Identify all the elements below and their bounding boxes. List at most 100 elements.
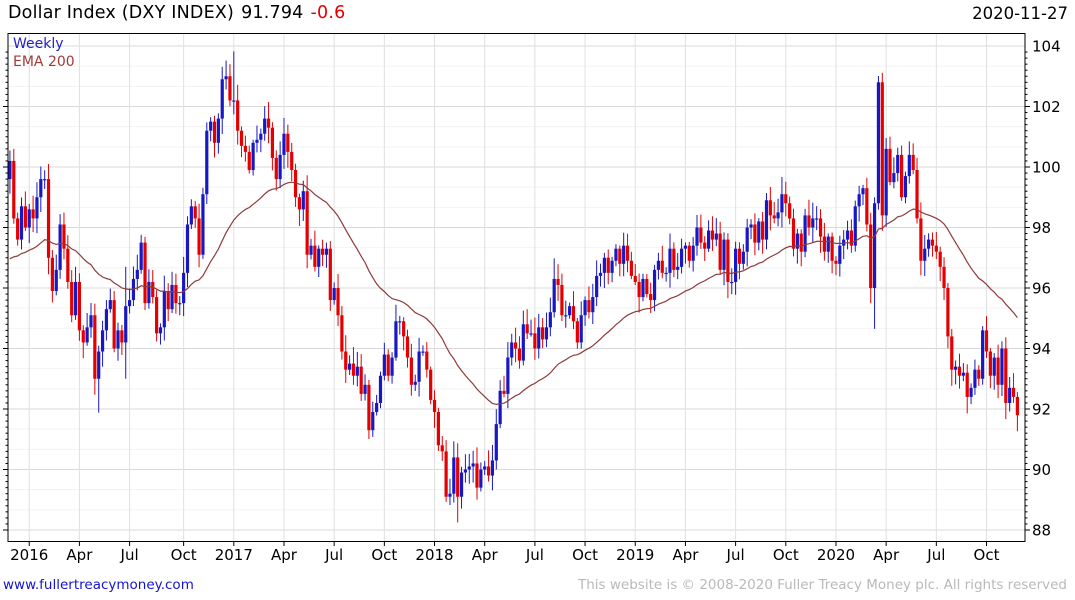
candle-body	[830, 236, 834, 261]
website-link[interactable]: www.fullertreacymoney.com	[3, 577, 194, 593]
candle-body	[826, 236, 830, 252]
candle-down	[212, 115, 217, 158]
candle-body	[552, 278, 556, 313]
candle-body	[869, 224, 873, 288]
candle-body	[263, 118, 267, 134]
candle-body	[691, 245, 695, 261]
candle-body	[43, 179, 47, 181]
candle-down	[120, 324, 124, 355]
candle-body	[533, 333, 537, 349]
candle-body	[436, 412, 440, 446]
candle-up	[201, 187, 205, 259]
candle-up	[730, 268, 734, 295]
candle-down	[239, 126, 244, 158]
candle-body	[486, 466, 491, 476]
candle-up	[548, 297, 552, 337]
candle-body	[517, 348, 522, 361]
x-axis-label: Jul	[324, 546, 343, 564]
candle-body	[734, 248, 738, 282]
candle-down	[768, 186, 772, 231]
candle-body	[35, 197, 39, 219]
ema-line	[9, 181, 1018, 406]
candle-down	[737, 242, 742, 280]
candle-body	[568, 306, 572, 316]
candle-down	[571, 291, 576, 330]
candle-down	[305, 175, 309, 269]
candle-up	[324, 242, 329, 268]
candle-body	[309, 245, 313, 255]
candle-down	[753, 213, 757, 256]
candle-body	[718, 233, 722, 270]
candle-up	[355, 351, 359, 387]
candle-up	[398, 315, 402, 335]
candle-body	[969, 387, 973, 397]
candle-body	[247, 151, 251, 171]
candle-body	[737, 248, 742, 264]
candle-body	[977, 369, 981, 379]
candle-body	[170, 284, 174, 310]
candle-up	[652, 264, 657, 312]
candle-up	[521, 310, 525, 366]
candle-body	[467, 466, 471, 470]
candle-up	[43, 170, 47, 189]
candle-down	[699, 214, 703, 249]
candle-body	[178, 303, 182, 305]
candle-body	[656, 260, 661, 270]
candle-up	[27, 203, 31, 244]
candle-body	[182, 272, 186, 304]
candle-body	[228, 76, 232, 101]
candle-body	[537, 327, 541, 349]
candle-body	[942, 266, 946, 288]
chart-header: Dollar Index (DXY INDEX) 91.794 -0.6	[8, 3, 345, 23]
candle-body	[16, 218, 20, 240]
candle-body	[421, 351, 425, 353]
candle-body	[845, 230, 850, 240]
y-axis-label: 96	[1032, 280, 1051, 298]
candle-up	[506, 342, 510, 409]
candle-down	[23, 191, 27, 231]
candle-body	[46, 179, 51, 258]
candle-body	[394, 321, 398, 358]
candle-up	[170, 271, 174, 314]
candle-up	[390, 352, 394, 384]
grid-layer	[8, 33, 1025, 542]
candle-down	[1011, 373, 1016, 403]
candle-down	[247, 145, 251, 174]
candle-up	[131, 266, 136, 307]
candle-up	[371, 401, 375, 437]
candle-body	[378, 375, 383, 403]
candle-body	[70, 281, 74, 316]
candle-up	[683, 242, 688, 264]
candle-down	[359, 354, 363, 401]
candle-body	[710, 230, 715, 240]
candle-up	[853, 200, 857, 252]
candle-body	[355, 366, 359, 376]
candle-up	[471, 450, 475, 483]
candle-body	[544, 327, 549, 340]
candle-down	[444, 440, 448, 502]
candle-down	[965, 364, 969, 414]
candle-body	[838, 245, 842, 264]
candle-up	[641, 273, 645, 302]
candle-down	[606, 249, 610, 285]
candle-up	[579, 301, 583, 349]
candle-body	[741, 251, 745, 264]
candle-body	[483, 466, 487, 470]
legend-ema-200: EMA 200	[13, 54, 75, 70]
candle-down	[513, 327, 518, 363]
candle-up	[1008, 376, 1012, 412]
candle-body	[100, 330, 105, 352]
candle-body	[768, 200, 772, 216]
x-axis-label: 2020	[817, 546, 855, 564]
candle-down	[541, 318, 545, 349]
candle-up	[591, 283, 595, 325]
candle-body	[104, 309, 109, 331]
candle-body	[683, 245, 688, 249]
candle-body	[556, 278, 560, 285]
candle-down	[517, 336, 522, 369]
candle-body	[201, 194, 205, 255]
candle-down	[726, 233, 730, 299]
candle-body	[857, 194, 861, 207]
candle-up	[452, 441, 456, 503]
